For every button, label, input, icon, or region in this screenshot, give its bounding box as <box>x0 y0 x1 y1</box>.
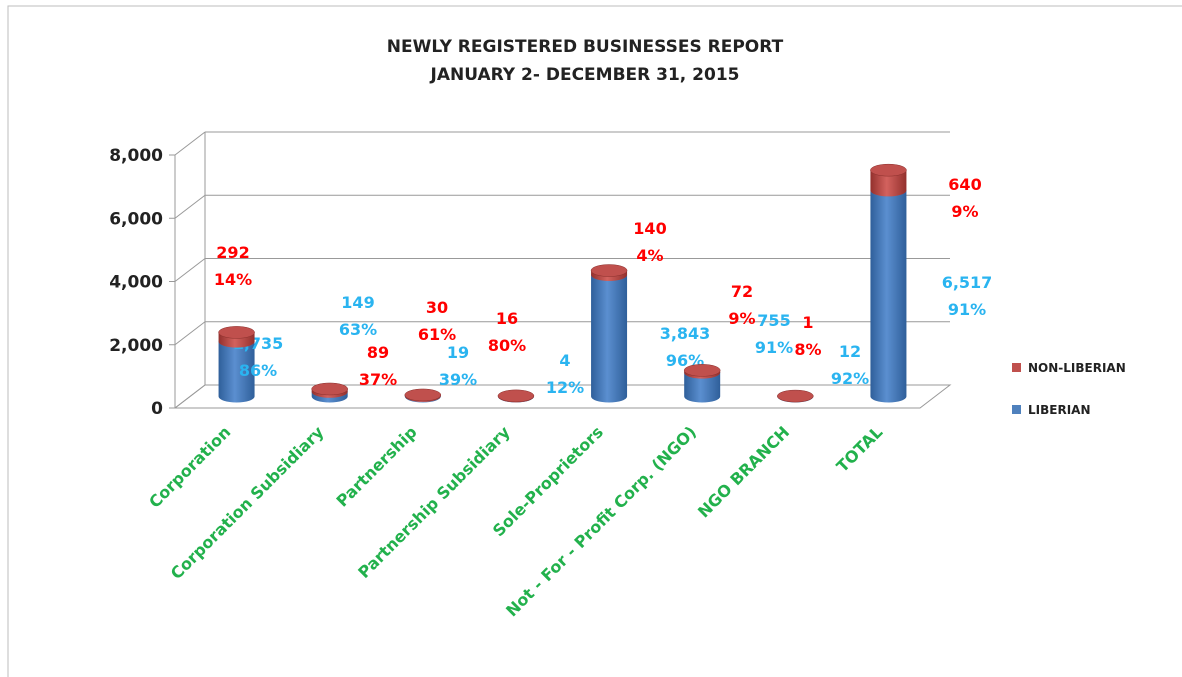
bar-segment <box>870 170 907 197</box>
y-tick-label: 2,000 <box>109 336 163 356</box>
data-label: 72 <box>731 282 753 301</box>
x-tick-label: Not - For - Profit Corp. (NGO) <box>502 422 700 620</box>
grid-line <box>174 258 206 282</box>
data-label: 12 <box>839 342 861 361</box>
bar-cap <box>870 163 907 177</box>
data-label: 30 <box>426 298 448 317</box>
x-tick-label: Partnership <box>333 422 421 510</box>
data-label: 80% <box>488 336 526 355</box>
data-label: 149 <box>341 293 374 312</box>
grid-line <box>174 194 206 219</box>
data-label: 292 <box>216 243 249 262</box>
bar-segment <box>684 372 721 403</box>
data-label: 12% <box>546 378 584 397</box>
data-label: 1 <box>802 313 813 332</box>
x-tick-label: TOTAL <box>833 422 887 476</box>
data-label: 6,517 <box>942 273 993 292</box>
data-label: 92% <box>831 369 869 388</box>
grid-line <box>174 321 206 346</box>
bar-cap <box>683 364 721 377</box>
legend-swatch <box>1012 405 1021 414</box>
x-tick-label: NGO BRANCH <box>694 422 793 521</box>
chart-subtitle: JANUARY 2- DECEMBER 31, 2015 <box>430 65 740 85</box>
y-tick-label: 0 <box>151 399 163 419</box>
y-tick-label: 8,000 <box>109 146 163 166</box>
data-label: 86% <box>239 361 277 380</box>
bar-segment <box>218 341 255 403</box>
data-label: 16 <box>496 309 518 328</box>
legend-label: LIBERIAN <box>1028 403 1091 417</box>
data-label: 89 <box>367 343 389 362</box>
bar-cap <box>590 264 628 277</box>
data-label: 91% <box>755 338 793 357</box>
bar-cap <box>777 389 814 403</box>
data-label: 37% <box>359 370 397 389</box>
grid-line <box>174 131 206 156</box>
data-label: 9% <box>951 202 978 221</box>
x-tick-label: Corporation <box>145 422 234 511</box>
data-label: 3,843 <box>660 324 711 343</box>
grid-line <box>174 384 206 409</box>
bar-cap <box>218 326 255 339</box>
bar-segment <box>591 274 628 403</box>
x-tick-label: Partnership Subsidiary <box>354 422 514 582</box>
data-label: 4 <box>559 351 570 370</box>
data-label: 61% <box>418 325 456 344</box>
data-label: 39% <box>439 370 477 389</box>
chart-title: NEWLY REGISTERED BUSINESSES REPORT <box>387 37 784 57</box>
data-label: 8% <box>794 340 821 359</box>
data-label: 9% <box>728 309 755 328</box>
frame <box>7 5 1182 677</box>
data-label: 140 <box>633 219 666 238</box>
data-label: 14% <box>214 270 252 289</box>
y-tick-label: 4,000 <box>109 273 163 293</box>
bar-segment <box>870 190 907 403</box>
legend-swatch <box>1012 363 1021 372</box>
data-label: 91% <box>948 300 986 319</box>
x-tick-label: Corporation Subsidiary <box>167 422 328 583</box>
bar-cap <box>311 382 348 396</box>
data-label: 640 <box>948 175 981 194</box>
data-label: 4% <box>636 246 663 265</box>
data-label: 755 <box>757 311 790 330</box>
bar-cap <box>404 388 442 402</box>
data-label: 19 <box>447 343 469 362</box>
data-label: 63% <box>339 320 377 339</box>
legend-label: NON-LIBERIAN <box>1028 361 1126 375</box>
y-tick-label: 6,000 <box>109 209 163 229</box>
bar-cap <box>497 389 535 403</box>
